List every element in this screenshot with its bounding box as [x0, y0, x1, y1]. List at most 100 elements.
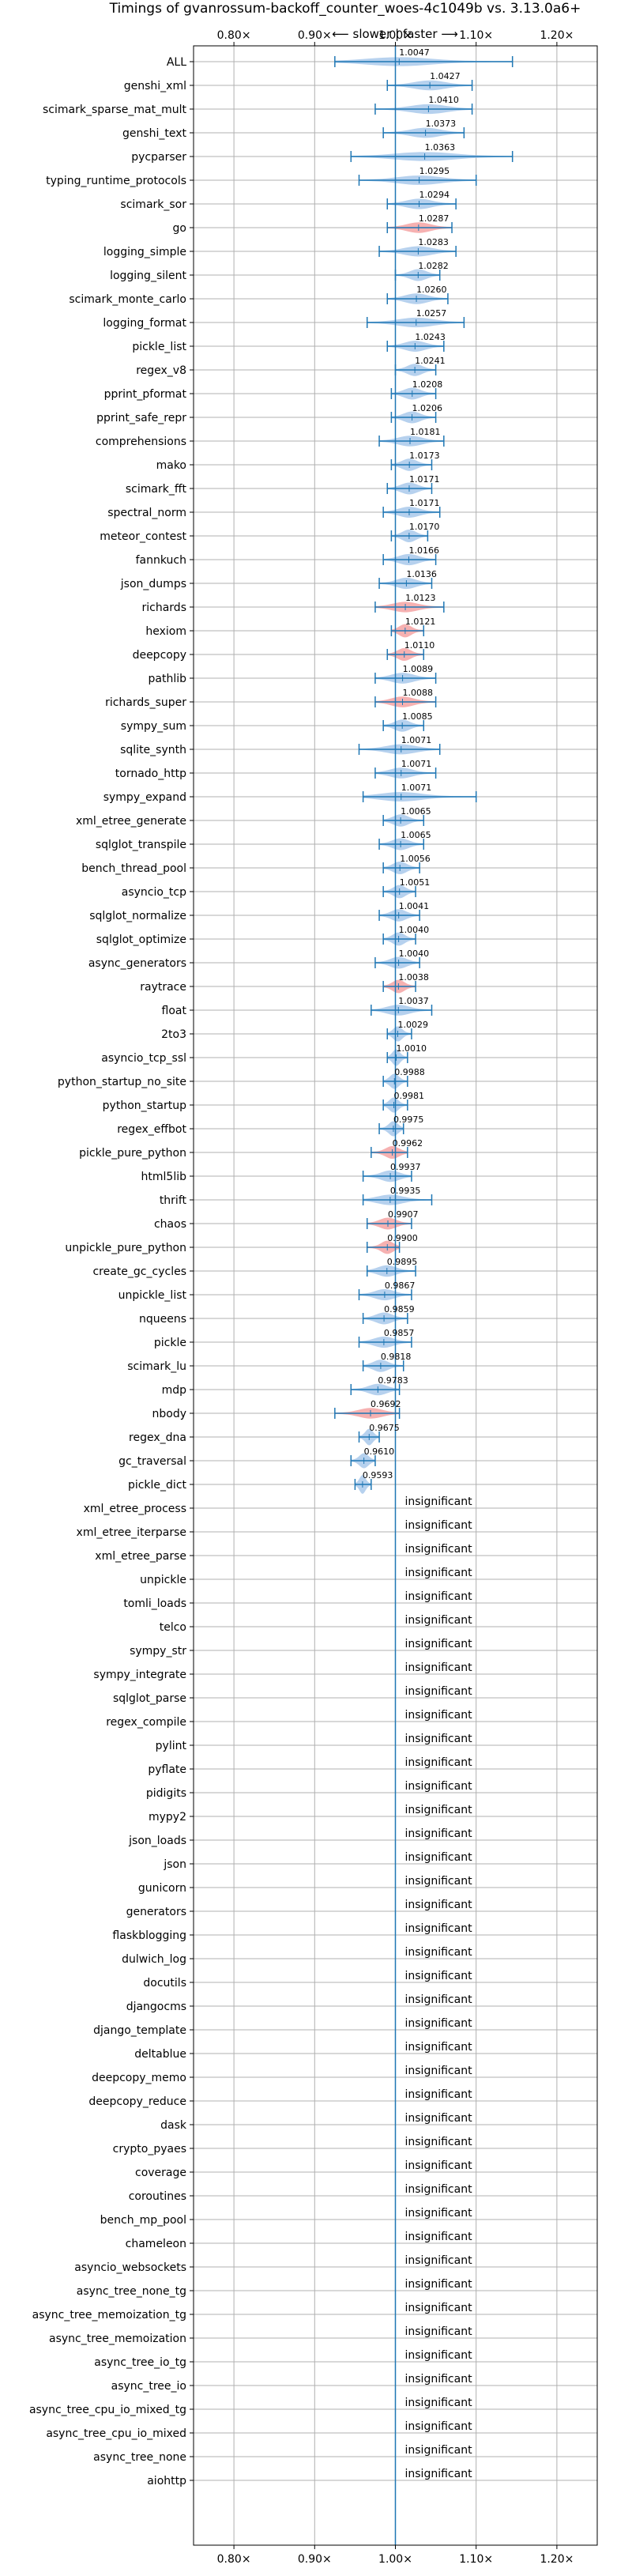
- xtick-label-bottom: 1.20×: [540, 2553, 574, 2566]
- insignificant-label: insignificant: [405, 2325, 473, 2338]
- value-label: 1.0056: [400, 854, 431, 864]
- value-label: 1.0373: [426, 119, 457, 129]
- value-label: 1.0208: [412, 379, 443, 390]
- error-bar: [378, 1123, 404, 1134]
- value-label: 1.0040: [399, 949, 430, 959]
- benchmark-label: deltablue: [134, 2048, 186, 2061]
- value-label: 0.9981: [394, 1091, 425, 1101]
- xtick-label-top: 1.00×: [378, 29, 412, 42]
- benchmark-label: fannkuch: [136, 554, 186, 567]
- insignificant-label: insignificant: [405, 1922, 473, 1935]
- error-bar: [358, 744, 441, 755]
- benchmark-label: djangocms: [126, 2001, 186, 2013]
- error-bar: [362, 1360, 404, 1371]
- benchmark-label: async_tree_cpu_io_mixed: [46, 2427, 186, 2440]
- value-label: 0.9975: [393, 1115, 424, 1125]
- benchmark-label: pyflate: [148, 1763, 186, 1776]
- insignificant-label: insignificant: [405, 1993, 473, 2006]
- error-bar: [382, 933, 416, 945]
- benchmark-label: mdp: [162, 1384, 187, 1397]
- benchmark-label: coverage: [135, 2167, 186, 2179]
- benchmark-label: async_tree_memoization_tg: [32, 2309, 186, 2321]
- value-label: 1.0041: [399, 901, 430, 911]
- error-bar: [362, 1171, 412, 1182]
- value-label: 1.0065: [401, 830, 431, 840]
- error-bar: [366, 1242, 401, 1253]
- value-label: 1.0029: [397, 1020, 428, 1030]
- value-label: 1.0071: [401, 735, 432, 745]
- benchmark-label: pidigits: [146, 1787, 186, 1800]
- insignificant-label: insignificant: [405, 2444, 473, 2457]
- value-label: 0.9907: [388, 1209, 418, 1220]
- error-bar: [378, 578, 433, 589]
- xtick-label-bottom: 1.10×: [459, 2553, 493, 2566]
- insignificant-label: insignificant: [405, 1970, 473, 1982]
- value-label: 1.0166: [408, 545, 439, 556]
- benchmark-label: logging_format: [103, 317, 186, 330]
- value-label: 1.0037: [398, 996, 428, 1006]
- error-bar: [371, 1147, 408, 1158]
- value-label: 0.9937: [390, 1162, 421, 1172]
- error-bar: [382, 554, 437, 565]
- error-bar: [382, 720, 425, 731]
- value-label: 1.0257: [416, 308, 447, 319]
- insignificant-label: insignificant: [405, 1804, 473, 1816]
- value-label: 1.0283: [418, 237, 449, 247]
- benchmark-label: html5lib: [141, 1171, 187, 1183]
- benchmark-label: raytrace: [140, 981, 186, 994]
- insignificant-label: insignificant: [405, 1733, 473, 1745]
- benchmark-label: sympy_str: [130, 1645, 186, 1658]
- direction-label: ⟵ slower | faster ⟶: [332, 27, 458, 41]
- insignificant-label: insignificant: [405, 1875, 473, 1888]
- value-label: 0.9610: [364, 1446, 395, 1457]
- benchmark-label: logging_silent: [110, 270, 186, 282]
- error-bar: [382, 127, 465, 138]
- benchmark-label: regex_effbot: [117, 1123, 186, 1136]
- value-label: 1.0181: [410, 427, 441, 437]
- insignificant-label: insignificant: [405, 1780, 473, 1793]
- value-label: 0.9818: [381, 1352, 412, 1362]
- benchmark-label: asyncio_websockets: [74, 2261, 186, 2274]
- error-bar: [374, 602, 445, 613]
- value-label: 1.0295: [419, 166, 450, 176]
- error-bar: [358, 1289, 412, 1300]
- benchmark-label: xml_etree_process: [84, 1503, 186, 1515]
- benchmark-label: django_template: [93, 2024, 186, 2037]
- label-layer: ALL 1.0047 genshi_xml 1.0427 scimark_sparse_…: [29, 47, 472, 2487]
- value-label: 1.0051: [400, 877, 430, 888]
- error-bar: [350, 1455, 376, 1466]
- error-bar: [382, 507, 441, 518]
- value-label: 1.0171: [409, 498, 440, 508]
- value-label: 0.9900: [387, 1233, 418, 1243]
- error-bar: [366, 1218, 412, 1229]
- benchmark-label: pickle_list: [132, 341, 186, 353]
- value-label: 0.9988: [394, 1067, 424, 1077]
- benchmark-label: genshi_xml: [124, 80, 186, 92]
- insignificant-label: insignificant: [405, 2373, 473, 2386]
- insignificant-label: insignificant: [405, 2065, 473, 2077]
- benchmark-label: pickle_pure_python: [79, 1147, 186, 1160]
- xtick-label-top: 0.80×: [217, 29, 251, 42]
- benchmark-label: pycparser: [131, 151, 186, 164]
- value-label: 0.9859: [384, 1304, 415, 1314]
- benchmark-label: json: [163, 1858, 186, 1871]
- value-label: 1.0241: [415, 356, 446, 366]
- value-label: 1.0427: [430, 71, 461, 81]
- error-bar: [374, 768, 437, 779]
- benchmark-label: sqlite_synth: [120, 744, 186, 756]
- error-bar: [390, 412, 437, 423]
- error-bar: [354, 1479, 372, 1490]
- error-bar: [334, 56, 514, 67]
- insignificant-label: insignificant: [405, 1827, 473, 1840]
- benchmark-label: spectral_norm: [107, 507, 186, 519]
- value-label: 1.0088: [402, 688, 433, 698]
- error-bar: [390, 459, 433, 470]
- benchmark-label: pickle_dict: [128, 1479, 187, 1492]
- value-label: 1.0260: [416, 285, 447, 295]
- benchmark-label: scimark_sparse_mat_mult: [43, 104, 186, 116]
- insignificant-label: insignificant: [405, 2254, 473, 2267]
- benchmark-label: async_tree_none_tg: [77, 2285, 186, 2298]
- error-bar: [386, 1052, 408, 1063]
- benchmark-label: flaskblogging: [112, 1929, 186, 1942]
- error-bar: [374, 104, 473, 115]
